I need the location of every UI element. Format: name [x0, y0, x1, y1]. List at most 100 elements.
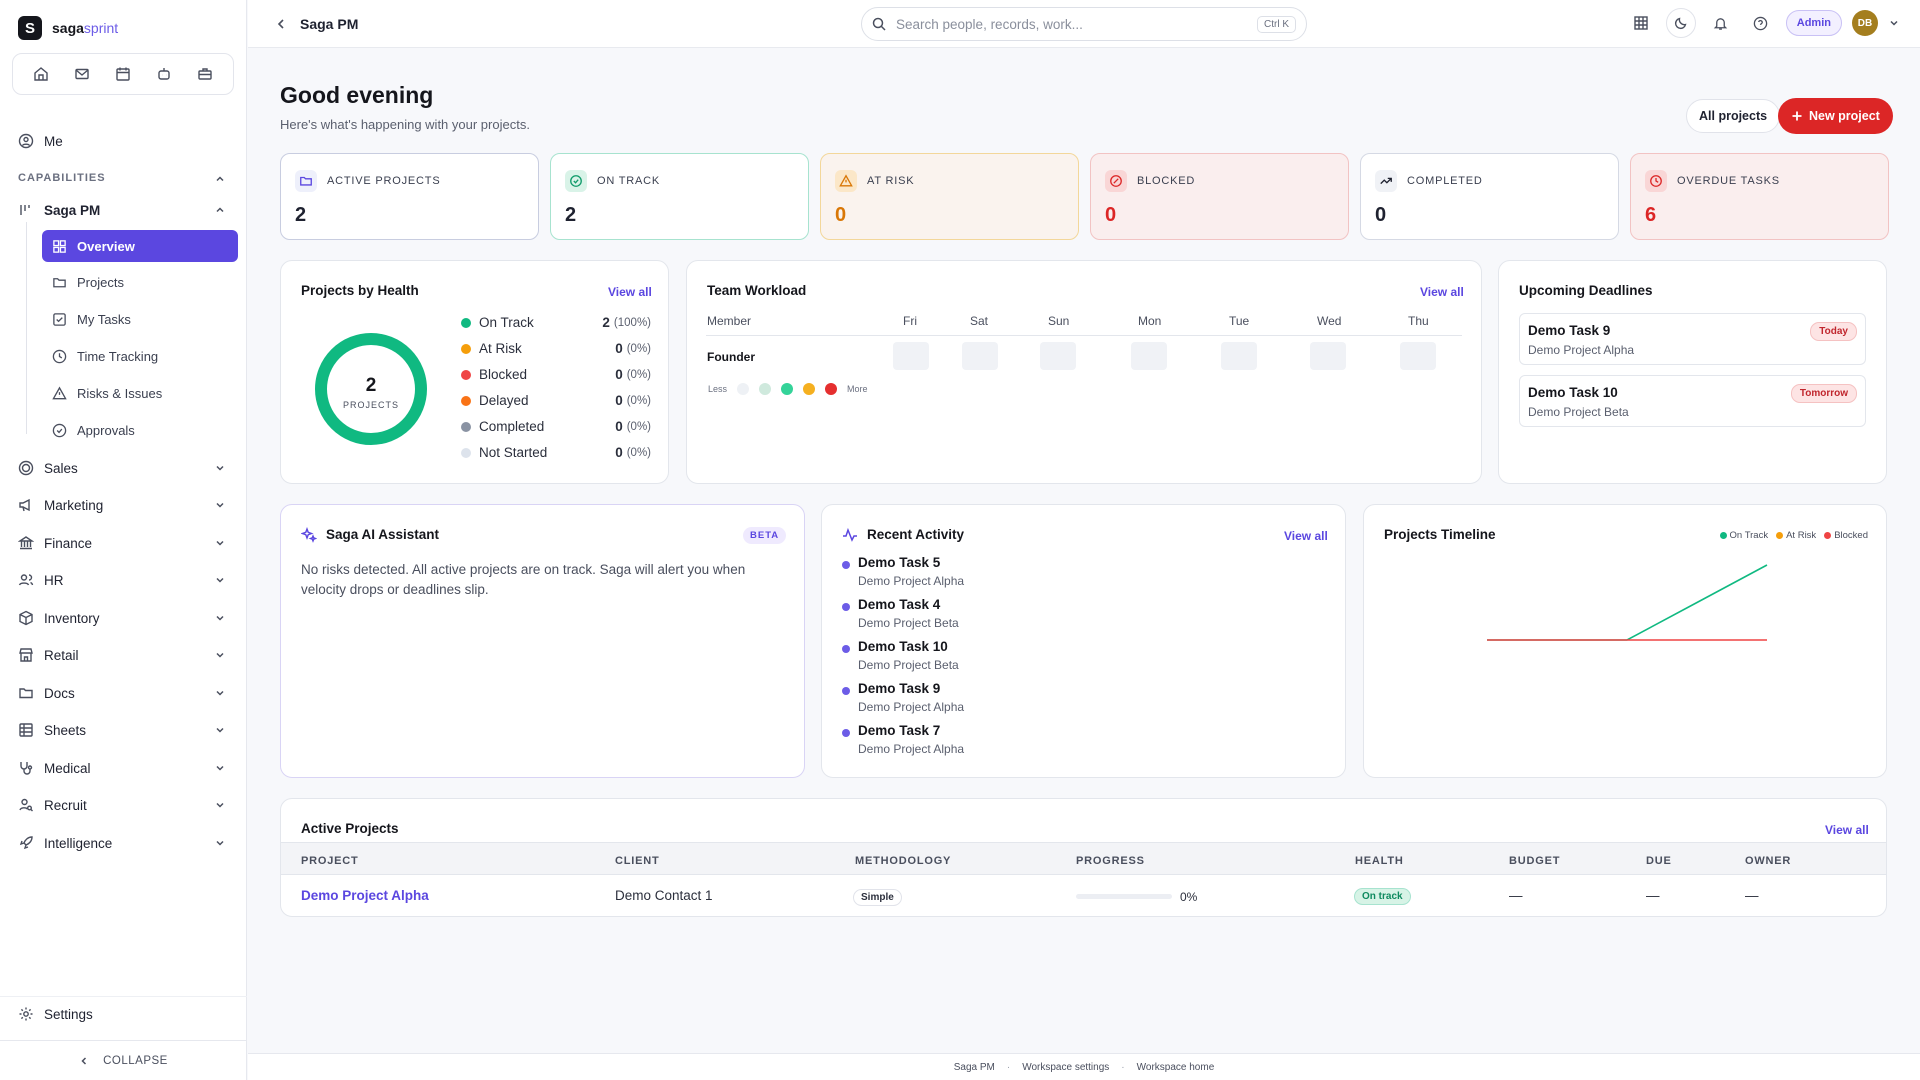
table-header-budget[interactable]: BUDGET	[1509, 855, 1561, 867]
nav-sales[interactable]: Sales	[18, 456, 78, 480]
stat-card-on-track[interactable]: ON TRACK 2	[550, 153, 809, 240]
chevron-down-icon[interactable]	[214, 762, 226, 774]
search-shortcut: Ctrl K	[1257, 15, 1296, 33]
nav-intelligence[interactable]: Intelligence	[18, 831, 112, 855]
view-all-link[interactable]: View all	[608, 285, 652, 299]
chevron-down-icon[interactable]	[214, 574, 226, 586]
deadline-item[interactable]: Demo Task 10 Demo Project Beta Tomorrow	[1519, 375, 1866, 427]
stat-card-overdue-tasks[interactable]: OVERDUE TASKS 6	[1630, 153, 1889, 240]
calendar-icon[interactable]	[111, 62, 135, 86]
back-button[interactable]: Saga PM	[276, 16, 358, 32]
project-name-link[interactable]: Demo Project Alpha	[301, 888, 429, 903]
deadline-project: Demo Project Beta	[1528, 405, 1629, 419]
workload-cell[interactable]	[1310, 342, 1346, 370]
sub-item-time-tracking[interactable]: Time Tracking	[42, 340, 238, 372]
avatar[interactable]: DB	[1852, 10, 1878, 36]
sub-item-my-tasks[interactable]: My Tasks	[42, 303, 238, 335]
view-all-link[interactable]: View all	[1825, 823, 1869, 837]
health-count: 2	[602, 315, 610, 330]
new-project-button[interactable]: New project	[1778, 98, 1893, 134]
chevron-down-icon[interactable]	[214, 724, 226, 736]
chevron-down-icon[interactable]	[214, 462, 226, 474]
table-header-client[interactable]: CLIENT	[615, 855, 660, 867]
nav-sheets-label: Sheets	[44, 722, 87, 738]
workload-cell[interactable]	[893, 342, 929, 370]
donut-center-label: PROJECTS	[343, 400, 399, 410]
stat-card-at-risk[interactable]: AT RISK 0	[820, 153, 1079, 240]
footer-link-saga-pm[interactable]: Saga PM	[953, 1061, 995, 1073]
stat-label: OVERDUE TASKS	[1677, 175, 1780, 187]
footer-link-workspace-settings[interactable]: Workspace settings	[1022, 1061, 1110, 1073]
view-all-link[interactable]: View all	[1284, 529, 1328, 543]
workload-cell[interactable]	[1131, 342, 1167, 370]
quick-actions	[12, 53, 234, 95]
activity-bullet	[842, 603, 850, 611]
footer-separator: ·	[1121, 1061, 1125, 1073]
search-input[interactable]: Search people, records, work... Ctrl K	[861, 7, 1307, 41]
nav-sheets[interactable]: Sheets	[18, 718, 86, 742]
nav-retail[interactable]: Retail	[18, 643, 79, 667]
chevron-down-icon[interactable]	[214, 612, 226, 624]
workload-cell[interactable]	[962, 342, 998, 370]
collapse-button[interactable]: COLLAPSE	[0, 1040, 247, 1080]
health-row-at-risk: At Risk 0 (0%)	[461, 341, 651, 356]
plus-icon	[1792, 111, 1802, 121]
nav-saga-pm[interactable]: Saga PM	[18, 198, 100, 222]
nav-settings[interactable]: Settings	[18, 1002, 93, 1026]
table-header-methodology[interactable]: METHODOLOGY	[855, 855, 952, 867]
table-header-owner[interactable]: OWNER	[1745, 855, 1792, 867]
chevron-up-icon[interactable]	[214, 204, 226, 216]
nav-marketing[interactable]: Marketing	[18, 493, 103, 517]
stat-value: 0	[1105, 204, 1117, 226]
chevron-down-icon[interactable]	[214, 837, 226, 849]
target-icon	[18, 460, 34, 476]
nav-inventory[interactable]: Inventory	[18, 606, 100, 630]
chevron-up-icon[interactable]	[214, 173, 226, 185]
deadline-item[interactable]: Demo Task 9 Demo Project Alpha Today	[1519, 313, 1866, 365]
brand[interactable]: S sagasprint	[18, 16, 118, 40]
bell-icon[interactable]	[1706, 8, 1736, 38]
robot-icon[interactable]	[152, 62, 176, 86]
workload-cell[interactable]	[1040, 342, 1076, 370]
workload-legend-more: More	[847, 384, 868, 394]
workload-cell[interactable]	[1221, 342, 1257, 370]
nav-medical[interactable]: Medical	[18, 756, 91, 780]
apps-grid-icon[interactable]	[1626, 8, 1656, 38]
sub-item-risks-issues[interactable]: Risks & Issues	[42, 377, 238, 409]
nav-hr[interactable]: HR	[18, 568, 64, 592]
table-header-project[interactable]: PROJECT	[301, 855, 359, 867]
all-projects-button[interactable]: All projects	[1686, 99, 1781, 133]
chevron-down-icon[interactable]	[214, 649, 226, 661]
table-header-health[interactable]: HEALTH	[1355, 855, 1404, 867]
table-header-progress[interactable]: PROGRESS	[1076, 855, 1145, 867]
admin-badge[interactable]: Admin	[1785, 10, 1842, 36]
home-icon[interactable]	[29, 62, 53, 86]
stat-card-blocked[interactable]: BLOCKED 0	[1090, 153, 1349, 240]
moon-icon[interactable]	[1665, 8, 1696, 38]
progress-value: 0%	[1180, 890, 1198, 904]
sub-item-projects[interactable]: Projects	[42, 266, 238, 298]
chevron-down-icon[interactable]	[214, 499, 226, 511]
warning-icon	[835, 170, 857, 192]
footer-link-workspace-home[interactable]: Workspace home	[1136, 1061, 1215, 1073]
progress-bar	[1076, 894, 1172, 899]
stat-card-active-projects[interactable]: ACTIVE PROJECTS 2	[280, 153, 539, 240]
chevron-down-icon[interactable]	[214, 537, 226, 549]
view-all-link[interactable]: View all	[1420, 285, 1464, 299]
chevron-down-icon[interactable]	[1888, 17, 1900, 29]
sub-item-approvals[interactable]: Approvals	[42, 414, 238, 446]
chevron-down-icon[interactable]	[214, 799, 226, 811]
chevron-down-icon[interactable]	[214, 687, 226, 699]
nav-me[interactable]: Me	[18, 129, 63, 153]
help-icon[interactable]	[1746, 8, 1776, 38]
nav-recruit[interactable]: Recruit	[18, 793, 87, 817]
briefcase-icon[interactable]	[193, 62, 217, 86]
nav-finance[interactable]: Finance	[18, 531, 92, 555]
sub-item-overview[interactable]: Overview	[42, 230, 238, 262]
stat-card-completed[interactable]: COMPLETED 0	[1360, 153, 1619, 240]
workload-member-name: Founder	[707, 350, 755, 364]
workload-cell[interactable]	[1400, 342, 1436, 370]
nav-docs[interactable]: Docs	[18, 681, 75, 705]
mail-icon[interactable]	[70, 62, 94, 86]
table-header-due[interactable]: DUE	[1646, 855, 1672, 867]
